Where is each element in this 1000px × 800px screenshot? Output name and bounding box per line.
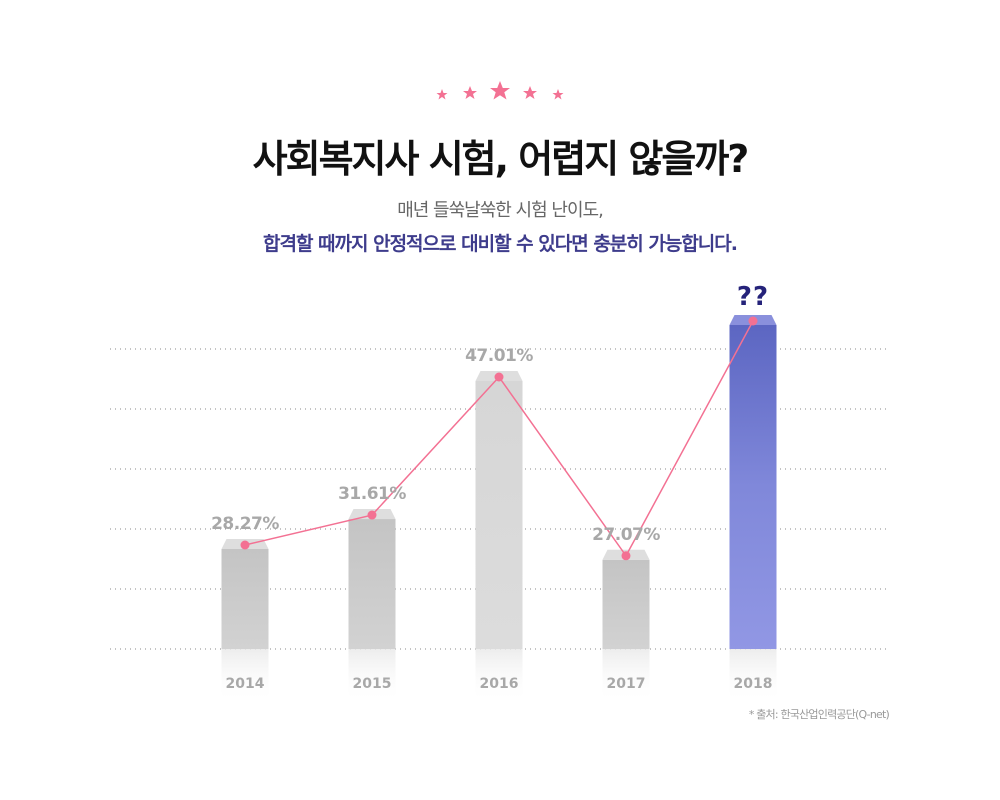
trend-point <box>240 540 250 550</box>
star-icon <box>552 89 564 100</box>
bar-2015 <box>348 519 396 649</box>
bar-reflection <box>475 649 523 704</box>
bar-2016 <box>475 381 523 649</box>
bar-reflection <box>221 649 269 704</box>
subtitle-line-2: 합격할 때까지 안정적으로 대비할 수 있다면 충분히 가능합니다. <box>262 233 738 255</box>
star-icon <box>436 89 448 100</box>
x-tick-label: 2015 <box>353 676 392 692</box>
star-icon <box>490 81 510 100</box>
bar-2017 <box>602 559 650 649</box>
bar-2014 <box>221 549 269 649</box>
trend-point <box>367 510 377 520</box>
page-title: 사회복지사 시험, 어렵지 않을까? <box>252 137 750 181</box>
source-note: * 출처: 한국산업인력공단(Q-net) <box>748 708 890 721</box>
data-label: 27.07% <box>592 525 660 545</box>
x-tick-label: 2016 <box>480 676 519 692</box>
bar-reflection <box>729 649 777 704</box>
data-label: 28.27% <box>211 514 279 534</box>
trend-point <box>621 551 631 561</box>
x-tick-label: 2018 <box>734 676 773 692</box>
star-icon <box>463 86 477 99</box>
x-tick-label: 2017 <box>607 676 646 692</box>
trend-point <box>494 372 504 382</box>
data-label: ?? <box>737 282 769 312</box>
star-icons <box>436 81 564 100</box>
bar-reflection <box>602 649 650 704</box>
bar-2018 <box>729 325 777 649</box>
x-tick-label: 2014 <box>226 676 265 692</box>
star-icon <box>523 86 537 99</box>
trend-point <box>748 316 758 326</box>
data-label: 31.61% <box>338 484 406 504</box>
bar-reflection <box>348 649 396 704</box>
subtitle-line-1: 매년 들쑥날쑥한 시험 난이도, <box>397 200 604 221</box>
data-label: 47.01% <box>465 346 533 366</box>
stars-decoration <box>0 80 1000 108</box>
